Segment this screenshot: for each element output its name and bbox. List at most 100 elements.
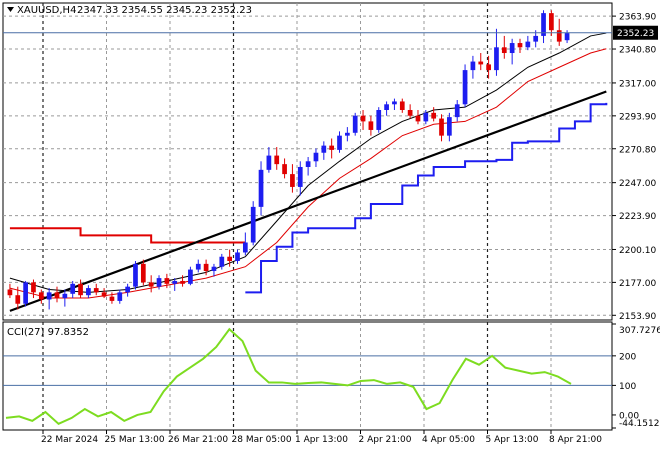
candle-body [250, 206, 256, 243]
price-tick-label: 2340.80 [619, 46, 656, 56]
lower-band-line [245, 102, 608, 294]
price-tick-label: 2293.90 [619, 112, 656, 122]
cci-tick-label: -44.1512 [619, 419, 659, 429]
time-tick-label: 22 Mar 2024 [41, 435, 98, 445]
candle-body [549, 13, 554, 31]
time-tick-label: 5 Apr 13:00 [486, 435, 539, 445]
candle-body [313, 152, 319, 162]
candle-body [15, 295, 21, 304]
cci-panel-frame [2, 321, 613, 431]
candle-body [501, 47, 507, 54]
candle-body [109, 296, 115, 301]
candle-body [46, 292, 52, 300]
candle-body [509, 43, 515, 54]
cci-tick-label: 100 [619, 382, 636, 392]
candle-body [297, 166, 303, 187]
dropdown-arrow-icon[interactable] [7, 7, 14, 12]
candle-body [117, 292, 123, 301]
candle-body [54, 292, 60, 299]
candle-body [415, 115, 421, 122]
candle-body [541, 13, 546, 36]
candle-body [38, 292, 44, 300]
candle-body [376, 110, 382, 130]
candle-body [101, 292, 107, 297]
price-panel-frame [2, 2, 613, 321]
time-tick-label: 1 Apr 13:00 [295, 435, 348, 445]
price-tick-label: 2177.00 [619, 279, 656, 289]
candle-body [533, 35, 539, 42]
candlesticks [7, 10, 570, 310]
price-tick-label: 2363.90 [619, 13, 656, 23]
cci-series-line [5, 327, 572, 425]
candle-body [447, 117, 452, 136]
candle-body [188, 269, 193, 284]
time-tick-label: 4 Apr 05:00 [422, 435, 475, 445]
candle-body [148, 282, 154, 287]
candle-body [62, 293, 68, 299]
price-tick-label: 2223.90 [619, 212, 656, 222]
candle-body [133, 263, 138, 287]
time-tick-label: 2 Apr 21:00 [359, 435, 412, 445]
candle-body [290, 174, 295, 187]
candle-body [78, 283, 83, 296]
price-tick-label: 2270.80 [619, 145, 656, 155]
candle-body [258, 169, 264, 207]
candle-body [156, 278, 162, 287]
time-axis: 22 Mar 2024 25 Mar 13:00 26 Mar 21:00 28 Ma… [41, 430, 602, 445]
candle-body [172, 280, 178, 284]
candle-body [525, 41, 531, 48]
candle-body [93, 288, 99, 293]
ohlc-label: 2347.33 2354.55 2345.23 2352.23 [77, 5, 252, 16]
candle-body [219, 256, 225, 267]
current-price-label: 2352.23 [617, 29, 654, 39]
cci-title: CCI(27) 97.8352 [7, 327, 89, 338]
candle-body [368, 121, 374, 130]
cci-indicator: 307.7276 200 100 0.00-44.1512 [5, 323, 660, 429]
candle-body [266, 155, 272, 170]
candle-body [164, 278, 170, 284]
candle-body [462, 70, 468, 105]
candle-body [423, 112, 429, 122]
candle-body [384, 104, 389, 110]
candle-body [180, 280, 185, 284]
cci-tick-label: 200 [619, 352, 636, 362]
time-tick-label: 8 Apr 21:00 [549, 435, 602, 445]
candle-body [352, 115, 358, 133]
time-tick-label: 25 Mar 13:00 [105, 435, 165, 445]
candle-body [494, 47, 499, 71]
candle-body [329, 145, 335, 150]
candle-body [345, 132, 350, 136]
candle-body [140, 263, 146, 283]
price-tick-label: 2153.90 [619, 312, 656, 322]
candle-body [235, 252, 240, 262]
candle-body [517, 43, 523, 48]
candle-body [337, 135, 342, 150]
candle-body [282, 164, 287, 175]
price-tick-label: 2317.00 [619, 79, 656, 89]
time-tick-label: 28 Mar 05:00 [232, 435, 292, 445]
candle-body [242, 242, 248, 253]
candle-body [486, 64, 491, 71]
candle-body [227, 256, 232, 262]
candle-body [407, 110, 413, 116]
candle-body [478, 61, 484, 65]
cci-tick-label: 0.00 [619, 411, 639, 421]
support-trendline [9, 90, 607, 312]
candle-body [203, 263, 209, 271]
price-tick-label: 2200.10 [619, 246, 656, 256]
candle-body [195, 263, 201, 270]
candle-body [125, 286, 130, 293]
candle-body [360, 115, 366, 122]
price-axis: 2363.90 2340.80 2317.00 2293.90 2270.80 2247.… [3, 13, 658, 322]
candle-body [431, 112, 437, 119]
upper-band-line [9, 227, 246, 244]
candle-body [274, 155, 280, 165]
candle-body [470, 61, 476, 71]
price-tick-label: 2247.00 [619, 179, 656, 189]
candle-body [454, 104, 460, 118]
cci-tick-label: 307.7276 [619, 326, 660, 336]
candle-body [23, 282, 28, 304]
candle-body [564, 33, 570, 41]
